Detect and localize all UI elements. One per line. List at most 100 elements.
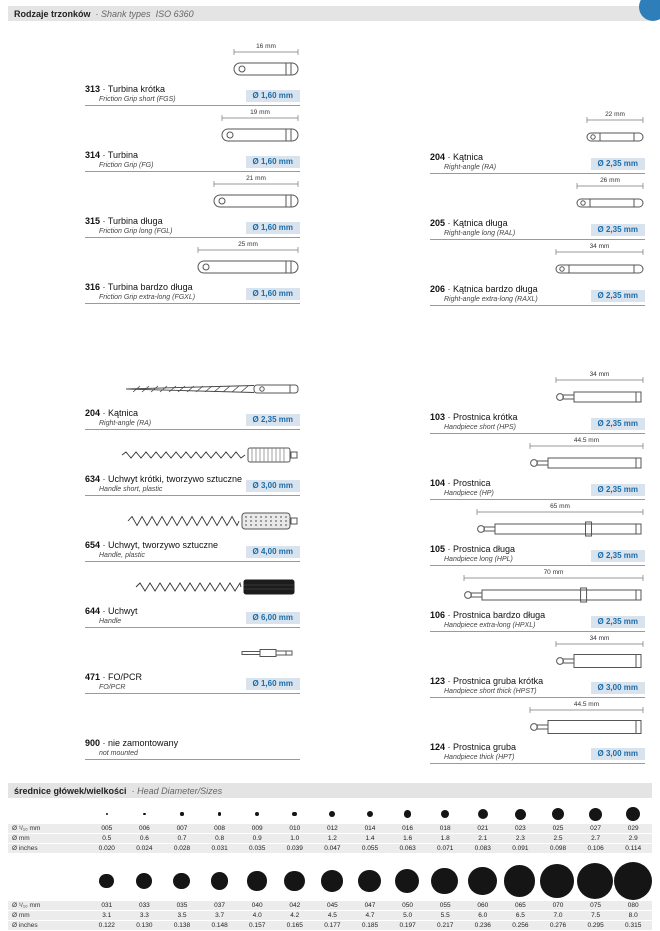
shank-drawing: 34 mm xyxy=(430,632,645,674)
size-dot xyxy=(329,811,336,817)
size-dot-cell xyxy=(576,861,614,901)
size-value: 021 xyxy=(463,824,502,833)
shank-drawing xyxy=(85,694,300,736)
shank-drawing: 21 mm xyxy=(85,172,300,214)
shank-drawing: 65 mm xyxy=(430,500,645,542)
size-value: 0.098 xyxy=(539,844,577,853)
shank-entry-654: 654 · Uchwyt, tworzywo sztuczne Handle, p… xyxy=(85,496,300,562)
size-value: 042 xyxy=(275,901,314,910)
entry-title: 313 · Turbina krótka xyxy=(85,84,166,94)
entry-title: 644 · Uchwyt xyxy=(85,606,138,616)
size-value: 7.0 xyxy=(539,911,577,920)
size-value: 007 xyxy=(163,824,201,833)
size-value: 0.185 xyxy=(351,921,389,930)
sizes-title-en: · Head Diameter/Sizes xyxy=(131,785,223,796)
size-value: 070 xyxy=(539,901,577,910)
svg-text:70 mm: 70 mm xyxy=(544,569,564,576)
svg-text:26 mm: 26 mm xyxy=(600,177,620,184)
size-value: 5.0 xyxy=(388,911,427,920)
shank-drawing xyxy=(85,496,300,538)
diameter-badge: Ø 2,35 mm xyxy=(590,290,645,302)
shank-drawing: 19 mm xyxy=(85,106,300,148)
diameter-badge: Ø 6,00 mm xyxy=(245,612,300,624)
size-value: 023 xyxy=(501,824,540,833)
size-value: 006 xyxy=(125,824,164,833)
shank-entry-103: 34 mm 103 · Prostnica krótka Handpiece sho… xyxy=(430,368,645,434)
shank-drawing: 44.5 mm xyxy=(430,698,645,740)
size-dot xyxy=(173,872,191,890)
size-value: 025 xyxy=(539,824,577,833)
size-dot-cell xyxy=(201,804,239,824)
entry-title: 315 · Turbina długa xyxy=(85,216,163,226)
size-dot-cell xyxy=(388,861,426,901)
shank-drawing xyxy=(85,430,300,472)
entry-title: 205 · Kątnica długa xyxy=(430,218,508,228)
size-dot xyxy=(576,863,613,899)
size-value: 0.055 xyxy=(351,844,389,853)
entry-subtitle: Handpiece (HP) xyxy=(444,490,494,497)
size-value: 2.7 xyxy=(576,834,615,843)
size-value: 6.5 xyxy=(501,911,540,920)
entry-subtitle: Friction Grip extra-long (FGXL) xyxy=(99,294,196,301)
diameter-badge: Ø 4,00 mm xyxy=(245,546,300,558)
shank-drawing: 25 mm xyxy=(85,238,300,280)
size-value: 040 xyxy=(238,901,276,910)
size-value: 016 xyxy=(388,824,427,833)
size-row-label: Ø mm xyxy=(8,834,88,843)
size-value: 055 xyxy=(426,901,464,910)
size-value: 0.177 xyxy=(313,921,352,930)
entry-title: 204 · Kątnica xyxy=(430,152,484,162)
size-value: 014 xyxy=(351,824,389,833)
size-value: 0.256 xyxy=(501,921,540,930)
svg-text:44.5 mm: 44.5 mm xyxy=(574,701,599,708)
size-value: 3.5 xyxy=(163,911,201,920)
size-dot-cell xyxy=(426,861,464,901)
shank-drawing: 16 mm xyxy=(85,40,300,82)
size-value: 018 xyxy=(426,824,464,833)
size-value: 008 xyxy=(200,824,239,833)
size-dot xyxy=(504,865,536,897)
shank-drawing: 26 mm xyxy=(430,174,645,216)
svg-text:21 mm: 21 mm xyxy=(246,175,266,182)
size-dot-cell xyxy=(426,804,464,824)
size-value: 4.7 xyxy=(351,911,389,920)
entry-title: 634 · Uchwyt krótki, tworzywo sztuczne xyxy=(85,474,243,484)
entry-title: 316 · Turbina bardzo długa xyxy=(85,282,193,292)
size-dot-cell xyxy=(501,861,539,901)
entry-title: 105 · Prostnica długa xyxy=(430,544,516,554)
shank-entry-204: 204 · Kątnica Right-angle (RA) Ø 2,35 mm xyxy=(85,364,300,430)
size-dot-cell xyxy=(238,804,276,824)
size-dot-cell xyxy=(464,804,502,824)
size-dot-cell xyxy=(351,804,389,824)
size-dot-cell xyxy=(88,804,126,824)
size-row-label: Ø inches xyxy=(8,844,88,853)
size-value: 0.148 xyxy=(200,921,239,930)
size-dot xyxy=(514,808,526,820)
size-dot xyxy=(255,811,260,817)
shank-entry-105: 65 mm 105 · Prostnica długa Handpiece long… xyxy=(430,500,645,566)
size-dot xyxy=(589,807,603,821)
entry-title: 900 · nie zamontowany xyxy=(85,738,179,748)
entry-title: 206 · Kątnica bardzo długa xyxy=(430,284,538,294)
shank-entry-205: 26 mm 205 · Kątnica długa Right-angle long… xyxy=(430,174,645,240)
shank-entry-644: 644 · Uchwyt Handle Ø 6,00 mm xyxy=(85,562,300,628)
size-value: 0.063 xyxy=(388,844,427,853)
entry-subtitle: Handpiece short thick (HPST) xyxy=(444,688,537,695)
size-dot xyxy=(180,812,184,816)
shank-drawing: 22 mm xyxy=(430,108,645,150)
size-dot-cell xyxy=(88,861,126,901)
entry-subtitle: FO/PCR xyxy=(99,684,126,691)
size-value: 0.157 xyxy=(238,921,276,930)
iso-number: ISO 6360 xyxy=(155,8,194,19)
entry-subtitle: not mounted xyxy=(99,750,138,757)
size-value: 0.039 xyxy=(275,844,314,853)
entry-subtitle: Handle, plastic xyxy=(99,552,145,559)
size-value: 3.1 xyxy=(88,911,126,920)
size-dot xyxy=(105,812,109,816)
size-value: 0.315 xyxy=(614,921,652,930)
diameter-badge: Ø 2,35 mm xyxy=(245,414,300,426)
size-value: 009 xyxy=(238,824,276,833)
size-value: 0.028 xyxy=(163,844,201,853)
svg-text:22 mm: 22 mm xyxy=(605,111,625,118)
shank-drawing xyxy=(85,364,300,406)
